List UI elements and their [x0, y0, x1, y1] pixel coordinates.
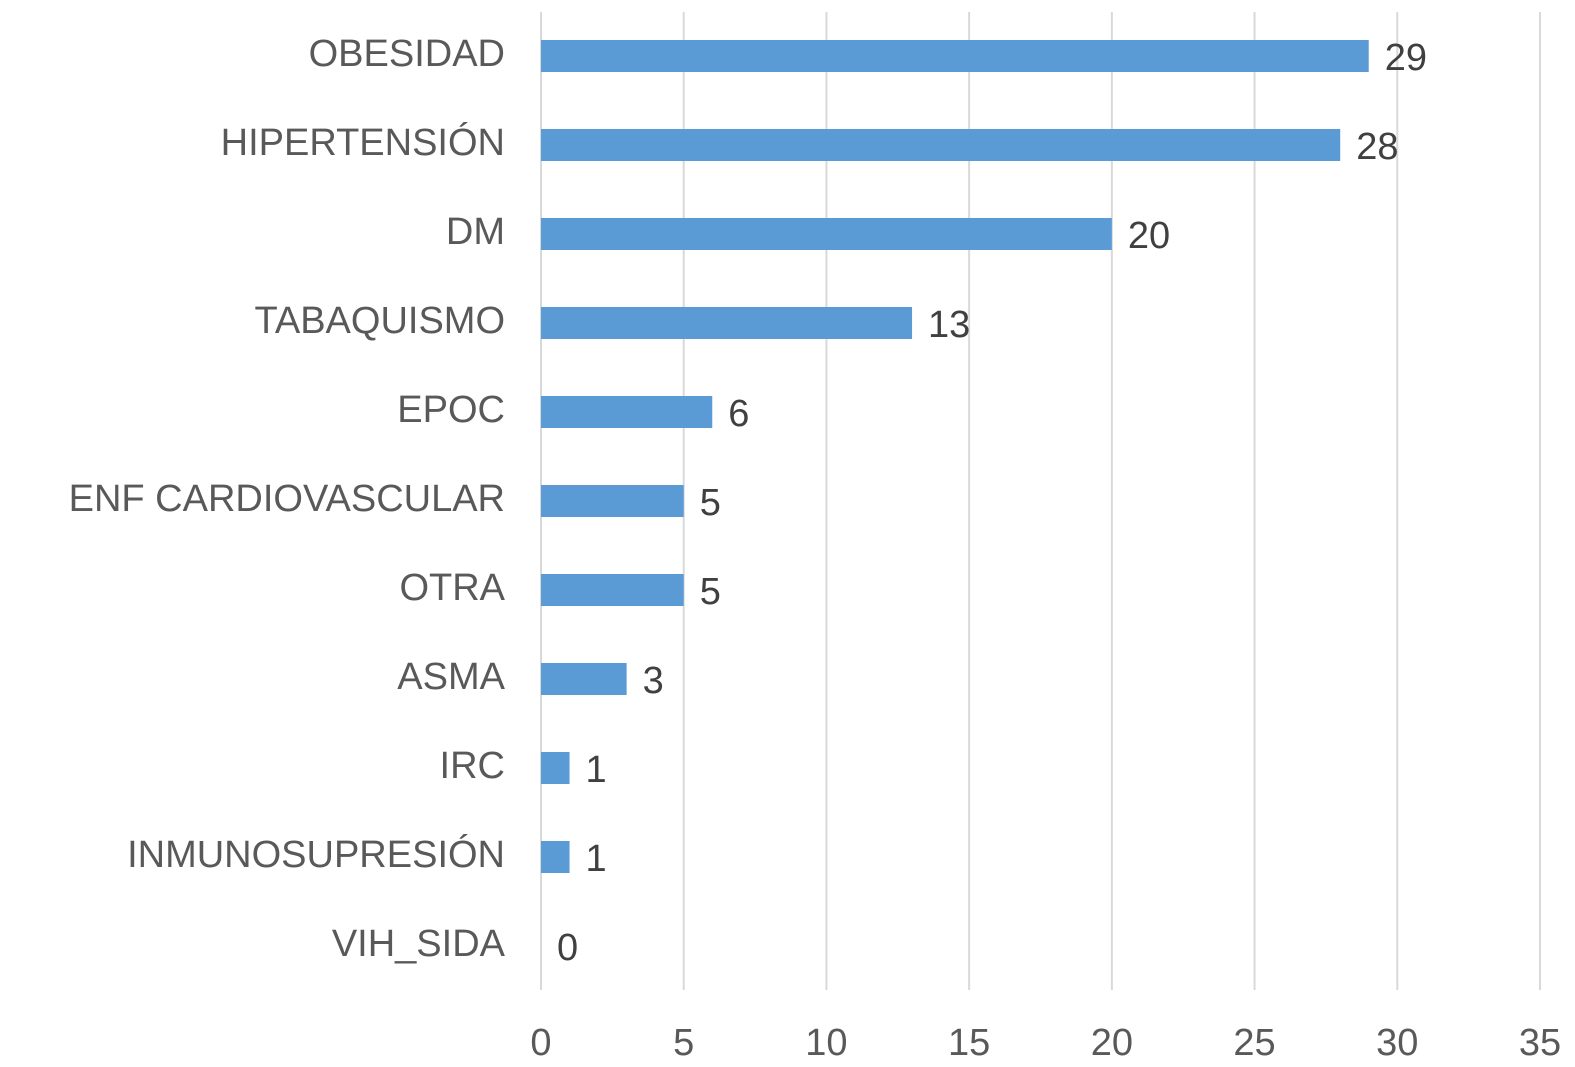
x-tick-label: 15: [948, 1022, 990, 1064]
y-tick-label: ENF CARDIOVASCULAR: [69, 478, 505, 520]
x-tick-label: 35: [1519, 1022, 1561, 1064]
x-tick-label: 5: [673, 1022, 694, 1064]
data-label: 28: [1356, 126, 1398, 168]
bar: [541, 841, 570, 873]
y-tick-label: TABAQUISMO: [254, 300, 505, 342]
x-tick-label: 0: [530, 1022, 551, 1064]
bar: [541, 307, 913, 339]
y-tick-label: OBESIDAD: [309, 33, 505, 75]
data-label: 6: [728, 393, 749, 435]
bar: [541, 40, 1369, 72]
data-label: 5: [700, 571, 721, 613]
y-tick-label: HIPERTENSIÓN: [221, 121, 505, 164]
x-tick-label: 20: [1091, 1022, 1133, 1064]
y-tick-label: IRC: [440, 745, 505, 787]
data-label: 5: [700, 482, 721, 524]
bar: [541, 129, 1341, 161]
bar: [541, 752, 570, 784]
data-label: 0: [557, 927, 578, 969]
x-tick-label: 10: [805, 1022, 847, 1064]
x-tick-label: 25: [1233, 1022, 1275, 1064]
bar: [541, 218, 1112, 250]
bar: [541, 663, 627, 695]
data-label: 29: [1385, 37, 1427, 79]
data-label: 20: [1128, 215, 1170, 257]
y-tick-label: VIH_SIDA: [332, 923, 506, 965]
y-tick-label: INMUNOSUPRESIÓN: [127, 833, 505, 876]
y-tick-label: ASMA: [397, 656, 505, 698]
x-tick-label: 30: [1376, 1022, 1418, 1064]
bar: [541, 574, 684, 606]
data-label: 13: [928, 304, 970, 346]
y-tick-label: EPOC: [397, 389, 505, 431]
bar: [541, 396, 713, 428]
data-label: 1: [586, 749, 607, 791]
data-label: 3: [643, 660, 664, 702]
y-tick-label: DM: [446, 211, 505, 253]
bar: [541, 485, 684, 517]
data-label: 1: [586, 838, 607, 880]
y-tick-label: OTRA: [399, 567, 505, 609]
